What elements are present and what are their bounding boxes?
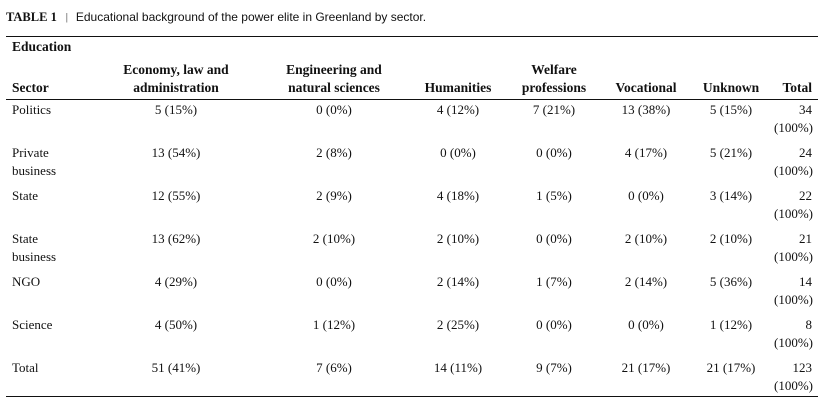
cell-sector: Science — [12, 317, 53, 332]
cell-humanities: 2 (14%) — [436, 274, 480, 289]
cell-total: 14 (100%) — [774, 274, 813, 307]
col-header-total: Total — [782, 80, 812, 95]
table-caption: TABLE 1 | Educational background of the po… — [6, 10, 426, 25]
table-row-science: Science 4 (50%) 1 (12%) 2 (25%) 0 (0%) 0… — [6, 314, 818, 357]
cell-humanities: 2 (25%) — [436, 317, 480, 332]
table-top-rule — [6, 36, 818, 37]
cell-engineering: 1 (12%) — [312, 317, 356, 332]
table-bottom-rule — [6, 396, 818, 397]
cell-welfare: 7 (21%) — [532, 102, 576, 117]
table-row-politics: Politics 5 (15%) 0 (0%) 4 (12%) 7 (21%) … — [6, 99, 818, 142]
cell-welfare: 0 (0%) — [536, 317, 572, 332]
col-header-welfare: Welfare professions — [521, 62, 587, 95]
cell-total: 123 (100%) — [774, 360, 813, 393]
cell-welfare: 1 (7%) — [536, 274, 572, 289]
cell-welfare: 0 (0%) — [536, 145, 572, 160]
cell-vocational: 4 (17%) — [624, 145, 668, 160]
cell-sector: Private business — [12, 145, 57, 178]
cell-unknown: 21 (17%) — [706, 360, 756, 375]
cell-vocational: 21 (17%) — [621, 360, 671, 375]
cell-economy: 13 (62%) — [151, 231, 201, 246]
cell-sector: NGO — [12, 274, 41, 289]
table-row-total: Total 51 (41%) 7 (6%) 14 (11%) 9 (7%) 21… — [6, 357, 818, 395]
cell-humanities: 0 (0%) — [440, 145, 476, 160]
col-header-humanities: Humanities — [424, 80, 492, 95]
col-header-vocational: Vocational — [615, 80, 677, 95]
cell-total: 24 (100%) — [774, 145, 813, 178]
table-row-state-business: State business 13 (62%) 2 (10%) 2 (10%) 0… — [6, 228, 818, 271]
cell-unknown: 2 (10%) — [709, 231, 753, 246]
header-row: Sector Economy, law and administration En… — [6, 59, 818, 99]
cell-engineering: 7 (6%) — [316, 360, 352, 375]
table-title: Educational background of the power elit… — [75, 10, 427, 24]
cell-vocational: 0 (0%) — [628, 317, 664, 332]
cell-vocational: 13 (38%) — [621, 102, 671, 117]
cell-total: 34 (100%) — [774, 102, 813, 135]
cell-welfare: 0 (0%) — [536, 231, 572, 246]
cell-unknown: 5 (21%) — [709, 145, 753, 160]
cell-humanities: 2 (10%) — [436, 231, 480, 246]
cell-total: 21 (100%) — [774, 231, 813, 264]
cell-economy: 4 (50%) — [154, 317, 198, 332]
cell-humanities: 4 (12%) — [436, 102, 480, 117]
table-row-private-business: Private business 13 (54%) 2 (8%) 0 (0%) 0… — [6, 142, 818, 185]
caption-separator: | — [65, 12, 68, 23]
cell-engineering: 0 (0%) — [316, 102, 352, 117]
education-table: Sector Economy, law and administration En… — [6, 59, 818, 395]
cell-vocational: 2 (10%) — [624, 231, 668, 246]
table-label: TABLE 1 — [6, 10, 57, 24]
table-row-state: State 12 (55%) 2 (9%) 4 (18%) 1 (5%) 0 (… — [6, 185, 818, 228]
col-header-sector: Sector — [12, 80, 49, 95]
cell-unknown: 5 (36%) — [709, 274, 753, 289]
cell-total: 8 (100%) — [774, 317, 813, 350]
cell-sector: Total — [12, 360, 39, 375]
table-row-ngo: NGO 4 (29%) 0 (0%) 2 (14%) 1 (7%) 2 (14%… — [6, 271, 818, 314]
cell-engineering: 2 (10%) — [312, 231, 356, 246]
col-header-engineering: Engineering and natural sciences — [286, 62, 382, 95]
cell-sector: State business — [12, 231, 57, 264]
cell-engineering: 2 (8%) — [316, 145, 352, 160]
cell-unknown: 1 (12%) — [709, 317, 753, 332]
header-bottom-rule — [6, 99, 818, 100]
cell-sector: State — [12, 188, 38, 203]
cell-engineering: 0 (0%) — [316, 274, 352, 289]
cell-economy: 51 (41%) — [151, 360, 201, 375]
cell-economy: 13 (54%) — [151, 145, 201, 160]
cell-vocational: 0 (0%) — [628, 188, 664, 203]
cell-engineering: 2 (9%) — [316, 188, 352, 203]
education-group-header: Education — [12, 39, 72, 54]
cell-unknown: 3 (14%) — [709, 188, 753, 203]
cell-total: 22 (100%) — [774, 188, 813, 221]
col-header-unknown: Unknown — [702, 80, 760, 95]
cell-sector: Politics — [12, 102, 52, 117]
cell-vocational: 2 (14%) — [624, 274, 668, 289]
cell-humanities: 14 (11%) — [433, 360, 483, 375]
cell-welfare: 9 (7%) — [536, 360, 572, 375]
cell-economy: 12 (55%) — [151, 188, 201, 203]
cell-welfare: 1 (5%) — [536, 188, 572, 203]
cell-economy: 4 (29%) — [154, 274, 198, 289]
cell-unknown: 5 (15%) — [709, 102, 753, 117]
cell-economy: 5 (15%) — [154, 102, 198, 117]
col-header-economy: Economy, law and administration — [123, 62, 229, 95]
cell-humanities: 4 (18%) — [436, 188, 480, 203]
